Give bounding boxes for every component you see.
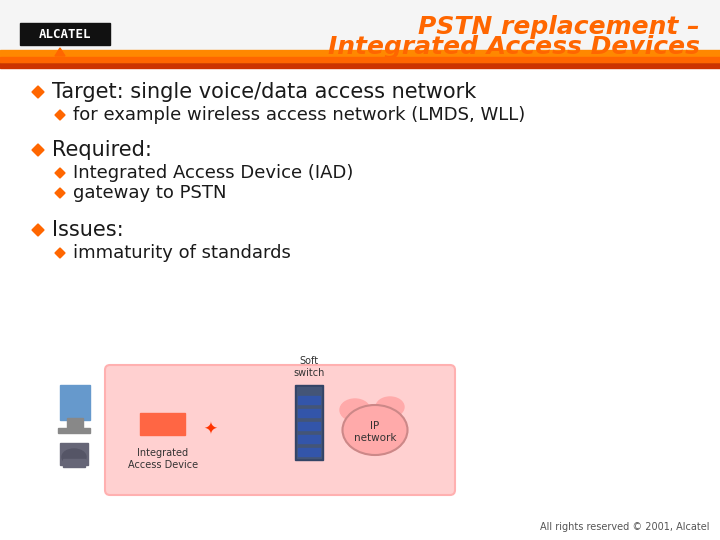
Bar xyxy=(0,57,720,62)
Bar xyxy=(298,448,320,456)
Bar xyxy=(298,422,320,430)
Bar xyxy=(295,385,323,460)
Text: immaturity of standards: immaturity of standards xyxy=(73,244,291,262)
Bar xyxy=(298,396,320,404)
Text: Integrated Access Devices: Integrated Access Devices xyxy=(328,35,700,59)
Polygon shape xyxy=(55,168,65,178)
Bar xyxy=(20,23,110,45)
Ellipse shape xyxy=(343,405,408,455)
Polygon shape xyxy=(55,188,65,198)
Bar xyxy=(298,435,320,443)
Bar xyxy=(297,387,321,458)
Text: All rights reserved © 2001, Alcatel: All rights reserved © 2001, Alcatel xyxy=(541,522,710,532)
Polygon shape xyxy=(32,144,44,156)
Text: Integrated Access Device (IAD): Integrated Access Device (IAD) xyxy=(73,164,354,182)
Ellipse shape xyxy=(359,405,391,425)
Text: Target: single voice/data access network: Target: single voice/data access network xyxy=(52,82,476,102)
Ellipse shape xyxy=(340,399,370,421)
Ellipse shape xyxy=(347,431,373,449)
Bar xyxy=(67,418,83,430)
Bar xyxy=(0,64,720,68)
Text: Issues:: Issues: xyxy=(52,220,124,240)
Bar xyxy=(58,428,90,433)
Text: Soft
switch: Soft switch xyxy=(293,356,325,378)
Polygon shape xyxy=(55,248,65,258)
Ellipse shape xyxy=(62,449,86,465)
Bar xyxy=(0,60,720,67)
Text: gateway to PSTN: gateway to PSTN xyxy=(73,184,227,202)
Text: for example wireless access network (LMDS, WLL): for example wireless access network (LMD… xyxy=(73,106,526,124)
Bar xyxy=(140,413,185,435)
Ellipse shape xyxy=(376,397,404,417)
Text: Integrated
Access Device: Integrated Access Device xyxy=(128,448,198,470)
Polygon shape xyxy=(55,48,65,56)
Text: ✦: ✦ xyxy=(203,421,217,439)
Bar xyxy=(298,409,320,417)
Bar xyxy=(0,0,720,60)
Text: PSTN replacement –: PSTN replacement – xyxy=(418,15,700,39)
Polygon shape xyxy=(32,224,44,236)
Bar xyxy=(60,385,90,420)
Polygon shape xyxy=(32,86,44,98)
Polygon shape xyxy=(55,110,65,120)
Bar xyxy=(0,50,720,60)
Text: IP
network: IP network xyxy=(354,421,396,443)
Ellipse shape xyxy=(377,429,403,447)
Bar xyxy=(60,443,88,465)
Text: Required:: Required: xyxy=(52,140,152,160)
Bar xyxy=(63,459,85,467)
Text: ALCATEL: ALCATEL xyxy=(39,28,91,40)
FancyBboxPatch shape xyxy=(105,365,455,495)
